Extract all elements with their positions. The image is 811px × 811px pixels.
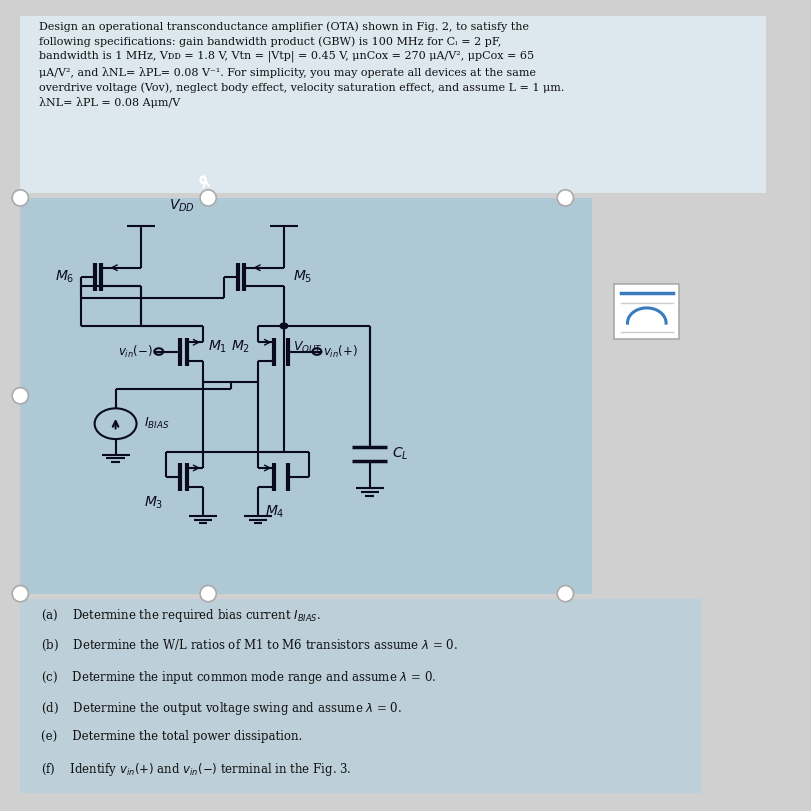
Text: $M_2$: $M_2$ — [231, 339, 251, 355]
Text: $v_{in}(-)$: $v_{in}(-)$ — [118, 344, 152, 359]
Text: (c)    Determine the input common mode range and assume $\lambda$ = 0.: (c) Determine the input common mode rang… — [41, 669, 436, 686]
Circle shape — [557, 190, 573, 206]
FancyBboxPatch shape — [10, 595, 712, 796]
Text: (d)    Determine the output voltage swing and assume $\lambda$ = 0.: (d) Determine the output voltage swing a… — [41, 700, 401, 717]
Text: $M_1$: $M_1$ — [208, 339, 227, 355]
Text: $M_4$: $M_4$ — [264, 504, 284, 521]
Circle shape — [200, 586, 217, 602]
Text: $C_L$: $C_L$ — [392, 446, 409, 462]
Text: (f)    Identify $v_{in}(+)$ and $v_{in}(-)$ terminal in the Fig. 3.: (f) Identify $v_{in}(+)$ and $v_{in}(-)$… — [41, 761, 351, 778]
FancyBboxPatch shape — [615, 284, 679, 339]
Text: (e)    Determine the total power dissipation.: (e) Determine the total power dissipatio… — [41, 730, 302, 744]
Circle shape — [12, 388, 28, 404]
Text: (a)    Determine the required bias current $I_{BIAS}$.: (a) Determine the required bias current … — [41, 607, 320, 624]
Circle shape — [200, 190, 217, 206]
Text: (b)    Determine the W/L ratios of M1 to M6 transistors assume $\lambda$ = 0.: (b) Determine the W/L ratios of M1 to M6… — [41, 638, 457, 653]
Text: $M_5$: $M_5$ — [294, 268, 313, 285]
Text: Design an operational transconductance amplifier (OTA) shown in Fig. 2, to satis: Design an operational transconductance a… — [39, 22, 564, 109]
Text: $v_{in}(+)$: $v_{in}(+)$ — [324, 344, 358, 359]
Circle shape — [280, 323, 288, 328]
Text: $M_6$: $M_6$ — [55, 268, 75, 285]
FancyBboxPatch shape — [9, 14, 778, 195]
Text: $V_{OUT}$: $V_{OUT}$ — [294, 340, 324, 355]
Text: $V_{DD}$: $V_{DD}$ — [169, 198, 195, 214]
Circle shape — [12, 586, 28, 602]
Text: $I_{BIAS}$: $I_{BIAS}$ — [144, 416, 169, 431]
Circle shape — [12, 190, 28, 206]
Text: $M_3$: $M_3$ — [144, 495, 163, 511]
Circle shape — [557, 586, 573, 602]
